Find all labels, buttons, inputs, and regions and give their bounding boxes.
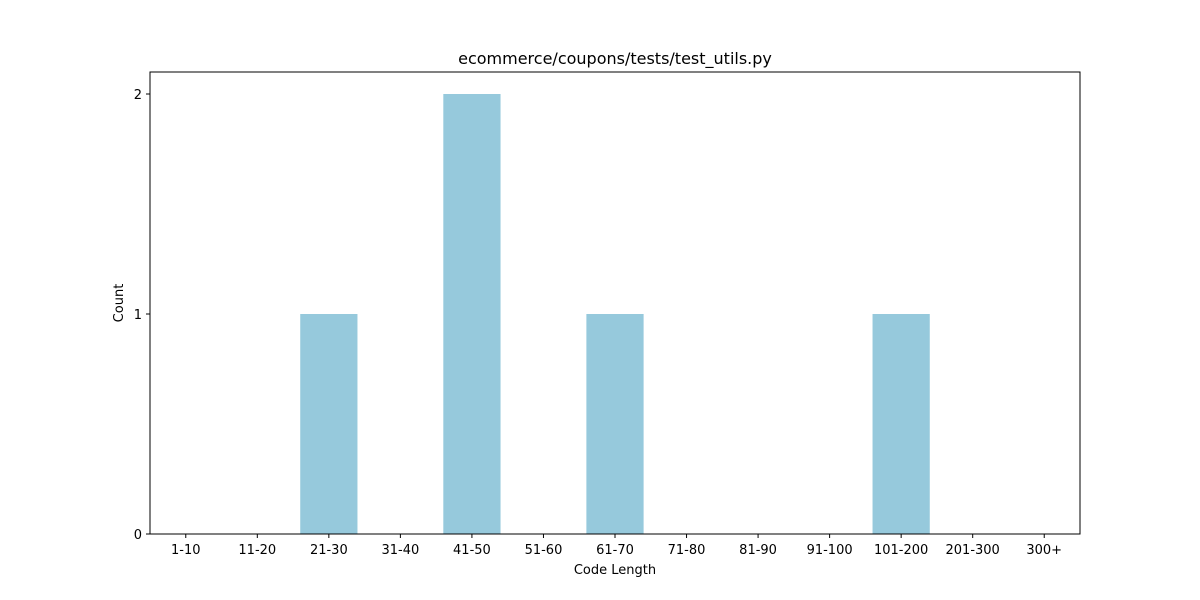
x-tick-label: 21-30 [310, 543, 348, 558]
x-tick-label: 71-80 [668, 543, 706, 558]
x-tick-label: 91-100 [807, 543, 853, 558]
x-tick-label: 11-20 [238, 543, 276, 558]
bar-21-30 [300, 314, 358, 534]
y-axis: 0 1 2 [134, 88, 150, 543]
x-tick-label: 300+ [1026, 543, 1062, 558]
bars-layer [300, 94, 930, 534]
x-tick-label: 51-60 [525, 543, 563, 558]
bar-41-50 [443, 94, 501, 534]
y-tick-label: 1 [134, 308, 142, 323]
y-tick-label: 2 [134, 88, 142, 103]
x-axis: 1-10 11-20 21-30 31-40 41-50 51-60 61-70 71-80 8… [171, 534, 1062, 558]
x-tick-label: 31-40 [381, 543, 419, 558]
y-tick-label: 0 [134, 528, 142, 543]
chart-title: ecommerce/coupons/tests/test_utils.py [458, 49, 772, 69]
x-tick-label: 201-300 [946, 543, 1000, 558]
x-axis-label: Code Length [574, 563, 656, 578]
x-tick-label: 101-200 [874, 543, 928, 558]
plot-frame [149, 71, 1081, 535]
x-tick-label: 81-90 [739, 543, 777, 558]
bar-101-200 [872, 314, 930, 534]
bar-61-70 [586, 314, 644, 534]
x-tick-label: 41-50 [453, 543, 491, 558]
x-tick-label: 61-70 [596, 543, 634, 558]
x-tick-label: 1-10 [171, 543, 201, 558]
y-axis-label: Count [112, 284, 127, 323]
